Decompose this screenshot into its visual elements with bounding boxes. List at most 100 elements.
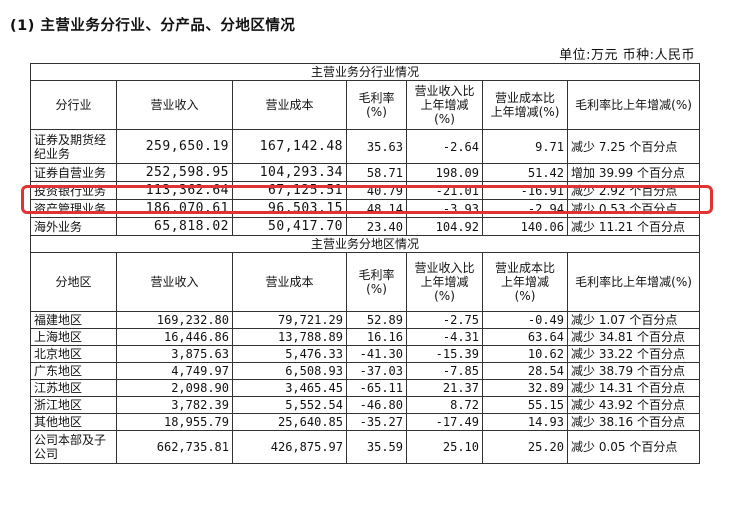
- industry-cell-0-1: 259,650.19: [116, 129, 233, 164]
- region-cell-6-0: 其他地区: [30, 413, 117, 431]
- region-header-3: 毛利率 (%): [346, 252, 407, 312]
- industry-row: 证券自营业务 252,598.95 104,293.34 58.71 198.09 51.…: [30, 163, 701, 182]
- region-cell-3-5: 28.54: [482, 362, 568, 380]
- region-cell-2-3: -41.30: [346, 345, 407, 363]
- industry-cell-4-5: 140.06: [482, 217, 568, 236]
- region-cell-2-5: 10.62: [482, 345, 568, 363]
- industry-cell-1-0: 证券自营业务: [30, 163, 117, 182]
- industry-row: 证券及期货经纪业务 259,650.19 167,142.48 35.63 -2.64 9…: [30, 129, 701, 164]
- unit-currency-note: 单位:万元 币种:人民币: [559, 48, 695, 63]
- region-cell-7-6: 减少 0.05 个百分点: [566, 430, 701, 464]
- region-cell-0-2: 79,721.29: [232, 311, 347, 329]
- industry-cell-0-0: 证券及期货经纪业务: [30, 129, 117, 164]
- region-row: 公司本部及子公司 662,735.81 426,875.97 35.59 25.10 25…: [30, 430, 701, 464]
- industry-header-row: 分行业 营业收入 营业成本 毛利率 (%) 营业收入比 上年增减 (%) 营业成本比 上年…: [30, 80, 701, 130]
- region-cell-5-0: 浙江地区: [30, 396, 117, 414]
- region-cell-6-5: 14.93: [482, 413, 568, 431]
- region-cell-0-3: 52.89: [346, 311, 407, 329]
- region-header-6: 毛利率比上年增减(%): [566, 252, 701, 312]
- industry-cell-1-1: 252,598.95: [116, 163, 233, 182]
- industry-cell-0-4: -2.64: [406, 129, 483, 164]
- industry-cell-0-2: 167,142.48: [232, 129, 347, 164]
- industry-header-4: 营业收入比 上年增减 (%): [406, 80, 483, 130]
- region-cell-5-4: 8.72: [406, 396, 483, 414]
- industry-header-5: 营业成本比 上年增减(%): [482, 80, 568, 130]
- industry-header-1: 营业收入: [116, 80, 233, 130]
- region-cell-1-3: 16.16: [346, 328, 407, 346]
- region-cell-3-0: 广东地区: [30, 362, 117, 380]
- industry-cell-1-6: 增加 39.99 个百分点: [566, 163, 701, 182]
- region-cell-0-5: -0.49: [482, 311, 568, 329]
- region-header-0: 分地区: [30, 252, 117, 312]
- region-row: 上海地区 16,446.86 13,788.89 16.16 -4.31 63.64 减少 …: [30, 328, 701, 346]
- main-business-table: 主营业务分行业情况 分行业 营业收入 营业成本 毛利率 (%) 营业收入比 上年增减 (%…: [29, 63, 701, 464]
- region-row: 江苏地区 2,098.90 3,465.45 -65.11 21.37 32.89 减少 1…: [30, 379, 701, 397]
- region-cell-5-2: 5,552.54: [232, 396, 347, 414]
- region-row: 北京地区 3,875.63 5,476.33 -41.30 -15.39 10.62 减少 …: [30, 345, 701, 363]
- region-cell-4-0: 江苏地区: [30, 379, 117, 397]
- region-cell-0-1: 169,232.80: [116, 311, 233, 329]
- region-cell-5-5: 55.15: [482, 396, 568, 414]
- industry-section-title-row: 主营业务分行业情况: [29, 63, 701, 81]
- region-cell-1-4: -4.31: [406, 328, 483, 346]
- industry-cell-1-3: 58.71: [346, 163, 407, 182]
- region-cell-7-0: 公司本部及子公司: [30, 430, 117, 464]
- industry-cell-4-2: 50,417.70: [232, 217, 347, 236]
- industry-cell-1-2: 104,293.34: [232, 163, 347, 182]
- region-cell-6-6: 减少 38.16 个百分点: [566, 413, 701, 431]
- region-cell-1-1: 16,446.86: [116, 328, 233, 346]
- region-cell-4-6: 减少 14.31 个百分点: [566, 379, 701, 397]
- region-header-row: 分地区 营业收入 营业成本 毛利率 (%) 营业收入比 上年增减 (%) 营业成本比 上年…: [30, 252, 701, 312]
- region-cell-3-6: 减少 38.79 个百分点: [566, 362, 701, 380]
- region-header-1: 营业收入: [116, 252, 233, 312]
- industry-header-6: 毛利率比上年增减(%): [566, 80, 701, 130]
- industry-header-3: 毛利率 (%): [346, 80, 407, 130]
- industry-cell-4-3: 23.40: [346, 217, 407, 236]
- region-header-2: 营业成本: [232, 252, 347, 312]
- region-cell-7-5: 25.20: [482, 430, 568, 464]
- region-row: 其他地区 18,955.79 25,640.85 -35.27 -17.49 14.93 减…: [30, 413, 701, 431]
- region-cell-0-4: -2.75: [406, 311, 483, 329]
- region-cell-6-4: -17.49: [406, 413, 483, 431]
- region-section-title: 主营业务分地区情况: [29, 235, 701, 253]
- region-cell-1-0: 上海地区: [30, 328, 117, 346]
- region-cell-1-5: 63.64: [482, 328, 568, 346]
- region-cell-1-6: 减少 34.81 个百分点: [566, 328, 701, 346]
- region-cell-4-2: 3,465.45: [232, 379, 347, 397]
- region-cell-5-1: 3,782.39: [116, 396, 233, 414]
- region-cell-3-4: -7.85: [406, 362, 483, 380]
- region-cell-5-6: 减少 43.92 个百分点: [566, 396, 701, 414]
- industry-cell-1-5: 51.42: [482, 163, 568, 182]
- region-cell-2-1: 3,875.63: [116, 345, 233, 363]
- region-cell-0-0: 福建地区: [30, 311, 117, 329]
- region-cell-2-0: 北京地区: [30, 345, 117, 363]
- industry-cell-4-1: 65,818.02: [116, 217, 233, 236]
- region-cell-3-1: 4,749.97: [116, 362, 233, 380]
- region-cell-6-3: -35.27: [346, 413, 407, 431]
- region-header-4: 营业收入比 上年增减 (%): [406, 252, 483, 312]
- industry-header-2: 营业成本: [232, 80, 347, 130]
- industry-cell-0-6: 减少 7.25 个百分点: [566, 129, 701, 164]
- industry-cell-0-3: 35.63: [346, 129, 407, 164]
- region-cell-5-3: -46.80: [346, 396, 407, 414]
- industry-cell-4-4: 104.92: [406, 217, 483, 236]
- region-header-5: 营业成本比 上年增减 (%): [482, 252, 568, 312]
- region-cell-7-3: 35.59: [346, 430, 407, 464]
- region-cell-4-4: 21.37: [406, 379, 483, 397]
- section-heading: (1) 主营业务分行业、分产品、分地区情况: [10, 18, 296, 34]
- region-cell-2-6: 减少 33.22 个百分点: [566, 345, 701, 363]
- region-row: 福建地区 169,232.80 79,721.29 52.89 -2.75 -0.49 减少…: [30, 311, 701, 329]
- highlight-box-investment-banking: [21, 185, 713, 214]
- region-cell-1-2: 13,788.89: [232, 328, 347, 346]
- region-cell-3-2: 6,508.93: [232, 362, 347, 380]
- region-cell-2-4: -15.39: [406, 345, 483, 363]
- industry-section-title: 主营业务分行业情况: [29, 63, 701, 81]
- region-cell-0-6: 减少 1.07 个百分点: [566, 311, 701, 329]
- region-cell-4-5: 32.89: [482, 379, 568, 397]
- region-cell-7-2: 426,875.97: [232, 430, 347, 464]
- industry-cell-4-6: 减少 11.21 个百分点: [566, 217, 701, 236]
- region-cell-4-3: -65.11: [346, 379, 407, 397]
- region-row: 广东地区 4,749.97 6,508.93 -37.03 -7.85 28.54 减少 3…: [30, 362, 701, 380]
- industry-header-0: 分行业: [30, 80, 117, 130]
- region-cell-3-3: -37.03: [346, 362, 407, 380]
